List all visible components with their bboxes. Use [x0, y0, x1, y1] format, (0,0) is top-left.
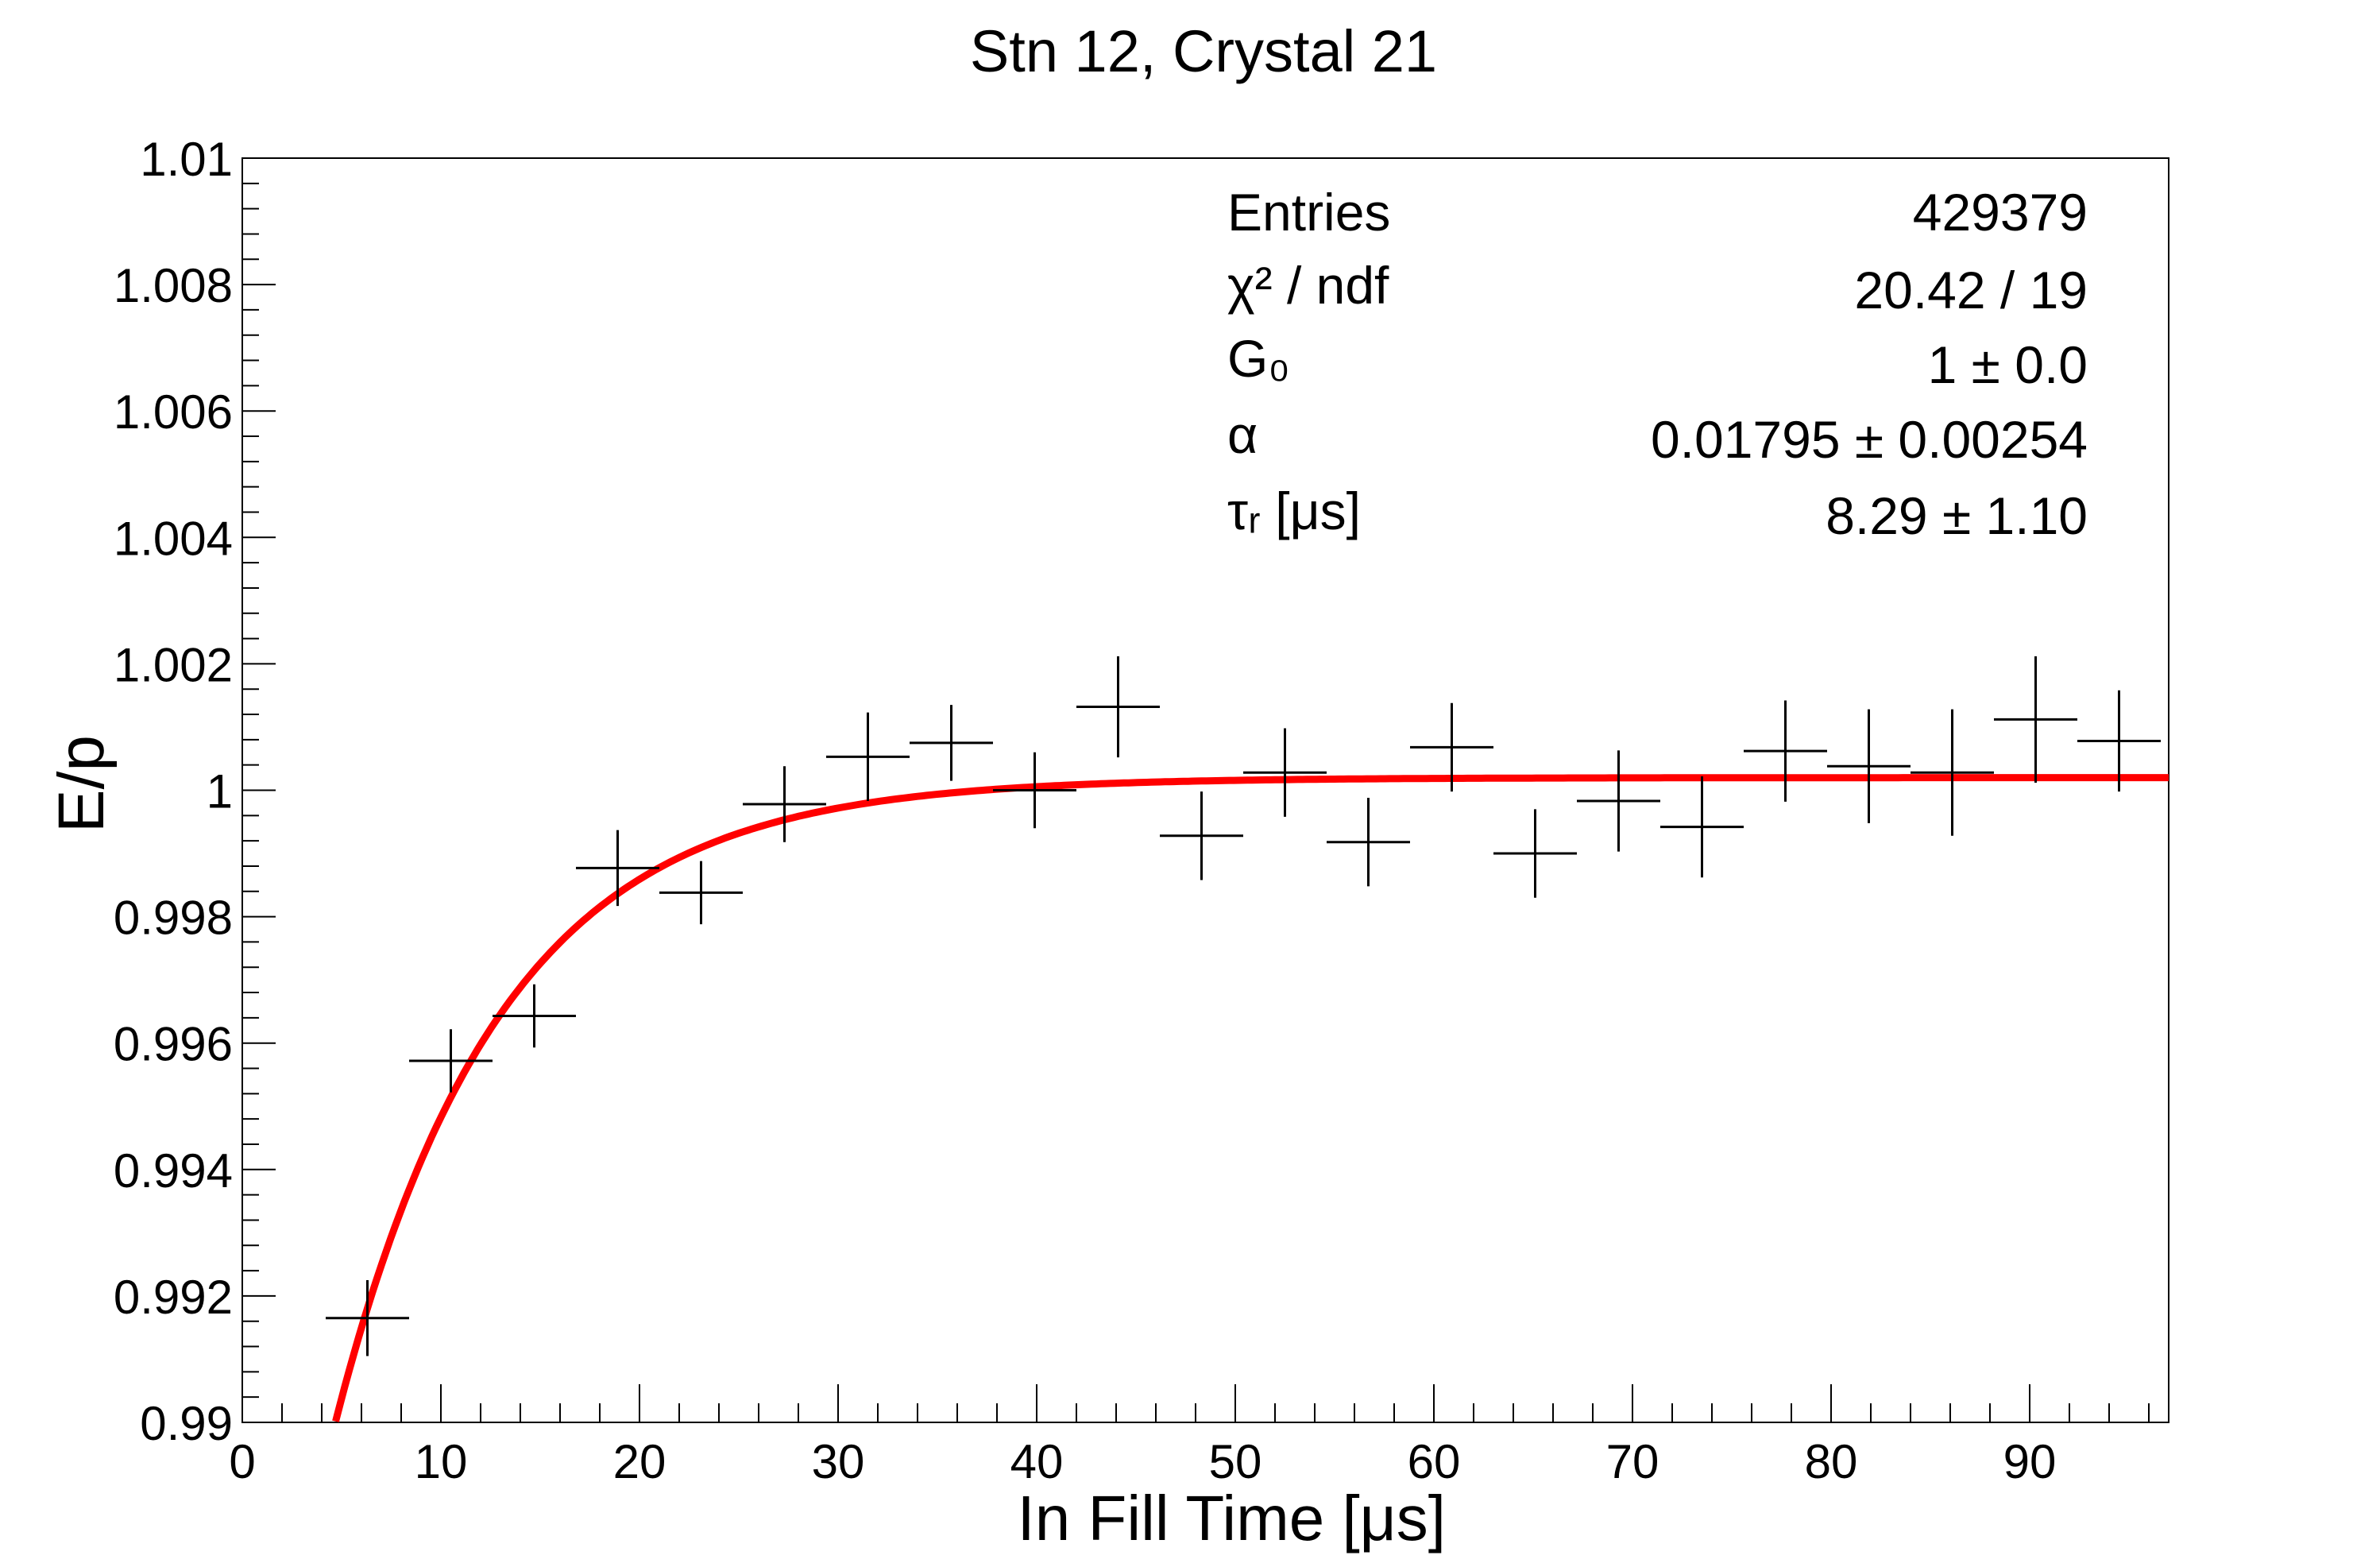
fit-layer [332, 774, 2169, 1422]
chart-title: Stn 12, Crystal 21 [970, 18, 1437, 84]
x-tick-label: 90 [2003, 1435, 2057, 1488]
y-tick-label: 1.008 [114, 259, 233, 312]
x-tick-label: 70 [1606, 1435, 1659, 1488]
x-tick-label: 0 [229, 1435, 255, 1488]
y-tick-label: 0.992 [114, 1271, 233, 1324]
y-tick-label: 1.01 [140, 133, 233, 186]
y-tick-label: 1 [207, 765, 233, 818]
data-point [1577, 750, 1660, 852]
axis-ticks [241, 157, 2150, 1423]
data-point [1660, 776, 1744, 878]
y-tick-label: 0.99 [140, 1397, 233, 1450]
data-point [1827, 709, 1911, 823]
x-tick-label: 40 [1010, 1435, 1064, 1488]
x-tick-label: 60 [1408, 1435, 1461, 1488]
data-point [409, 1029, 493, 1093]
y-tick-label: 1.006 [114, 385, 233, 439]
data-point [659, 861, 743, 925]
x-tick-label: 80 [1805, 1435, 1858, 1488]
data-point [1410, 702, 1493, 792]
y-tick-label: 0.996 [114, 1018, 233, 1071]
y-tick-label: 0.998 [114, 892, 233, 945]
data-points [326, 656, 2161, 1356]
y-axis-label: E/p [45, 735, 118, 833]
data-point [576, 830, 659, 907]
stats-value-chi2: 20.42 / 19 [1854, 261, 2088, 319]
stats-label-g0: G₀ [1227, 329, 1290, 388]
stats-value-alpha: 0.01795 ± 0.00254 [1651, 410, 2088, 469]
data-point [1327, 798, 1410, 887]
y-tick-label: 1.002 [114, 638, 233, 691]
stats-value-entries: 429379 [1913, 183, 2088, 242]
data-point [1994, 656, 2077, 783]
data-point [1493, 809, 1577, 898]
data-point [1911, 709, 1994, 836]
data-point [2077, 690, 2161, 792]
y-tick-label: 1.004 [114, 512, 233, 565]
x-tick-label: 50 [1209, 1435, 1262, 1488]
stats-label-entries: Entries [1227, 183, 1390, 242]
data-point [743, 766, 826, 842]
stats-value-g0: 1 ± 0.0 [1928, 335, 2088, 394]
data-point [1160, 791, 1243, 880]
tick-labels: 0.99 0.992 0.994 0.996 0.998 1 1.002 1.004 1.006… [114, 133, 2057, 1488]
data-point [1076, 656, 1160, 758]
stats-value-tau: 8.29 ± 1.10 [1826, 486, 2088, 545]
data-point [993, 752, 1076, 829]
stats-label-tau: τᵣ [μs] [1227, 482, 1361, 540]
data-point [1243, 728, 1327, 817]
data-point [826, 712, 910, 802]
x-tick-label: 20 [613, 1435, 666, 1488]
x-axis-label: In Fill Time [μs] [1018, 1483, 1447, 1553]
data-point [1744, 700, 1827, 802]
stats-label-alpha: α [1227, 405, 1258, 464]
stats-label-chi2: χ² / ndf [1227, 256, 1389, 315]
plot-frame [241, 157, 2169, 1423]
x-tick-label: 10 [415, 1435, 468, 1488]
fit-curve [332, 774, 2169, 1422]
data-point [326, 1280, 409, 1356]
x-tick-label: 30 [812, 1435, 865, 1488]
y-tick-label: 0.994 [114, 1144, 233, 1197]
data-point [910, 705, 993, 781]
data-point [493, 984, 576, 1048]
stats-box: Entries 429379 χ² / ndf 20.42 / 19 G₀ 1 … [1227, 183, 2088, 545]
